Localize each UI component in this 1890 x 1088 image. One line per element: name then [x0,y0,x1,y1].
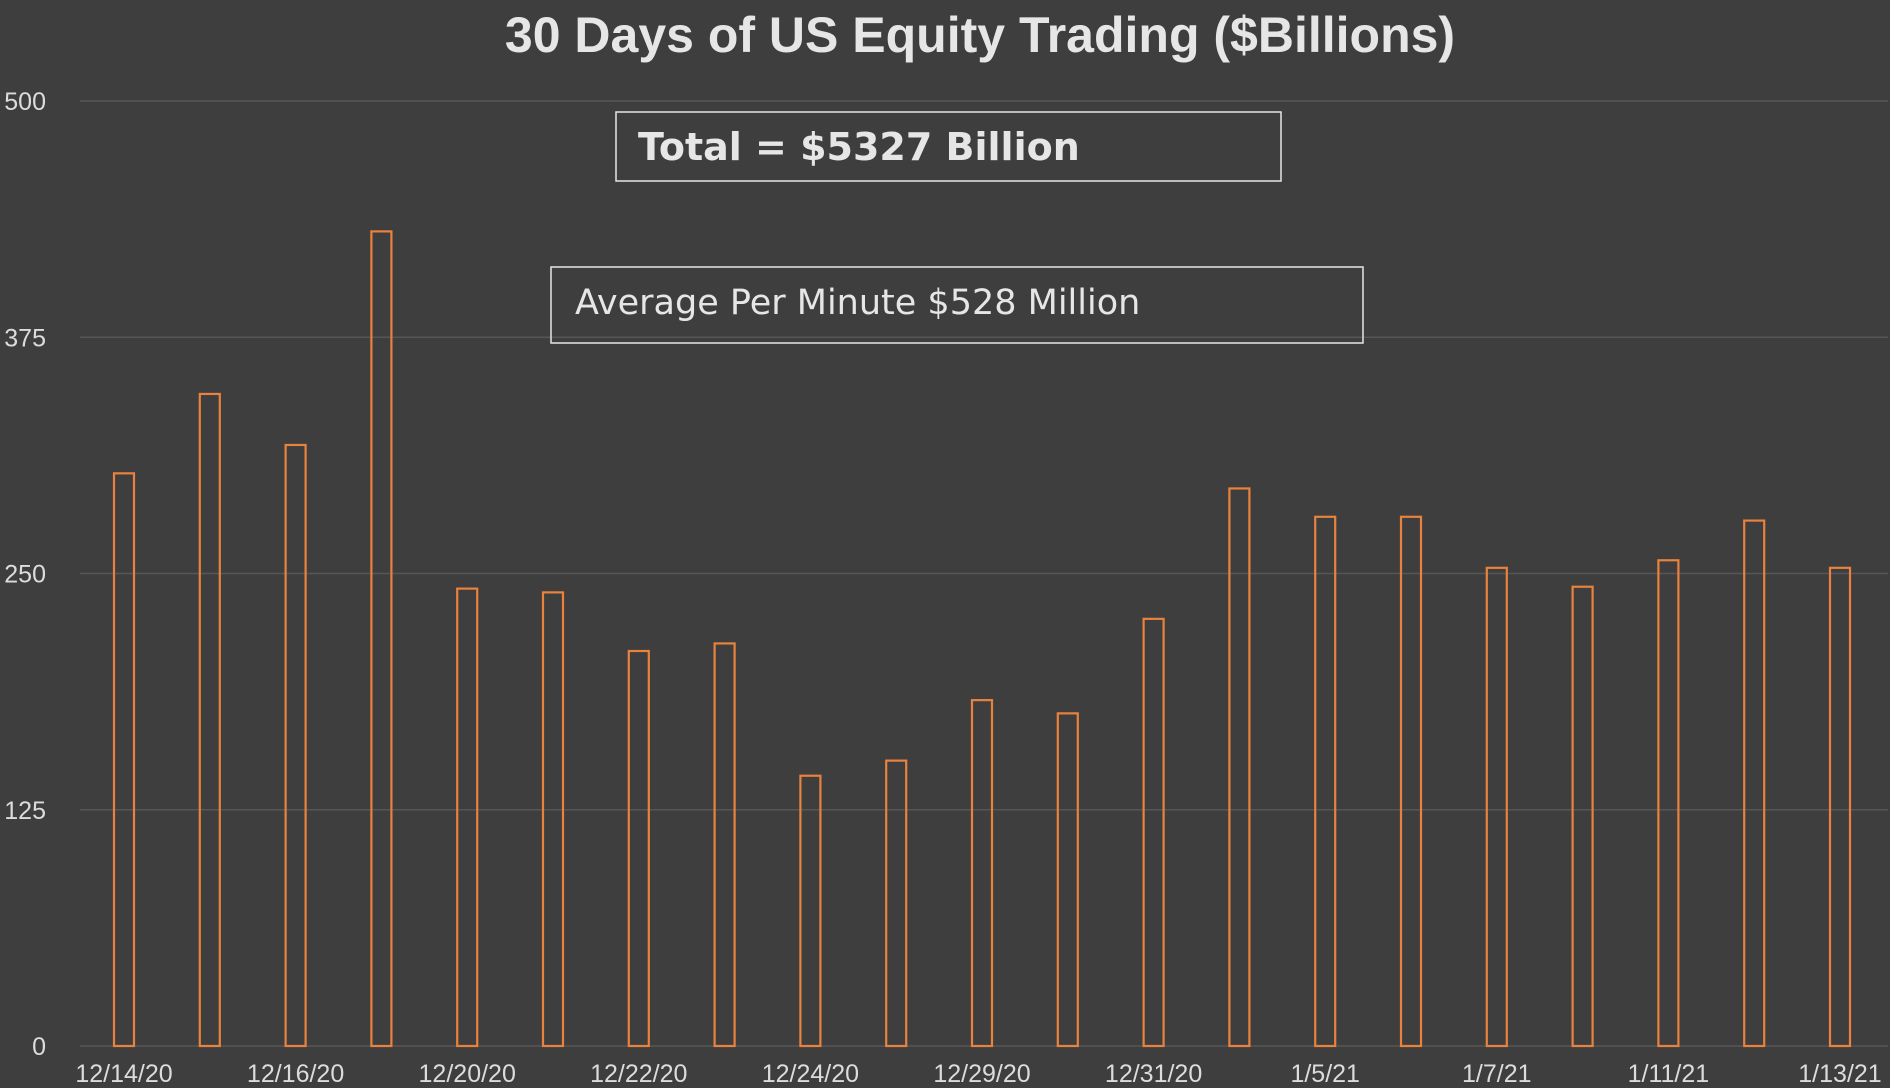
bar-8 [713,642,736,1048]
bar-18 [1571,585,1594,1048]
bar-5 [456,587,479,1048]
x-tick-label-5: 12/29/20 [933,1060,1030,1088]
x-tick-label-9: 1/11/21 [1628,1060,1710,1088]
y-tick-label-1: 125 [4,797,46,825]
bar-19 [1657,559,1680,1048]
average-annotation: Average Per Minute $528 Million [550,266,1364,344]
chart-title: 30 Days of US Equity Trading ($Billions) [505,7,1455,63]
bar-21 [1828,566,1852,1048]
y-tick-label-0: 0 [32,1033,46,1061]
bar-17 [1485,566,1508,1048]
bar-13 [1142,617,1165,1048]
x-tick-label-3: 12/22/20 [590,1060,687,1088]
x-tick-label-10: 1/13/21 [1798,1060,1881,1088]
bar-20 [1743,519,1766,1048]
average-annotation-box [550,266,1364,344]
x-tick-label-8: 1/7/21 [1462,1060,1532,1088]
total-annotation-box [615,111,1282,182]
bar-15 [1314,515,1337,1048]
bar-14 [1228,487,1251,1048]
x-tick-label-7: 1/5/21 [1290,1060,1360,1088]
x-axis-ticks: 12/14/20 12/16/20 12/20/20 12/22/20 12/24/20… [75,1060,1881,1088]
bar-10 [885,759,908,1048]
bar-12 [1056,712,1079,1048]
x-tick-label-1: 12/16/20 [247,1060,344,1088]
total-annotation-text: Total = $5327 Billion [638,125,1080,169]
total-annotation: Total = $5327 Billion [615,111,1282,182]
x-tick-label-6: 12/31/20 [1105,1060,1202,1088]
bar-4 [370,230,393,1048]
bar-1 [112,472,136,1048]
y-tick-label-3: 375 [4,324,46,352]
bars [112,230,1852,1048]
average-annotation-text: Average Per Minute $528 Million [575,283,1140,323]
bar-3 [284,443,307,1048]
grid-lines [80,100,1888,1047]
x-tick-label-0: 12/14/20 [75,1060,172,1088]
x-tick-label-4: 12/24/20 [762,1060,859,1088]
bar-9 [799,774,822,1048]
bar-6 [541,591,565,1048]
y-tick-label-4: 500 [4,88,46,116]
bar-2 [198,392,221,1048]
x-tick-label-2: 12/20/20 [419,1060,516,1088]
bar-16 [1399,515,1423,1048]
y-axis-ticks: 0 125 250 375 500 [4,88,46,1061]
bar-7 [627,649,650,1048]
y-tick-label-2: 250 [4,561,46,589]
bar-11 [970,699,994,1048]
